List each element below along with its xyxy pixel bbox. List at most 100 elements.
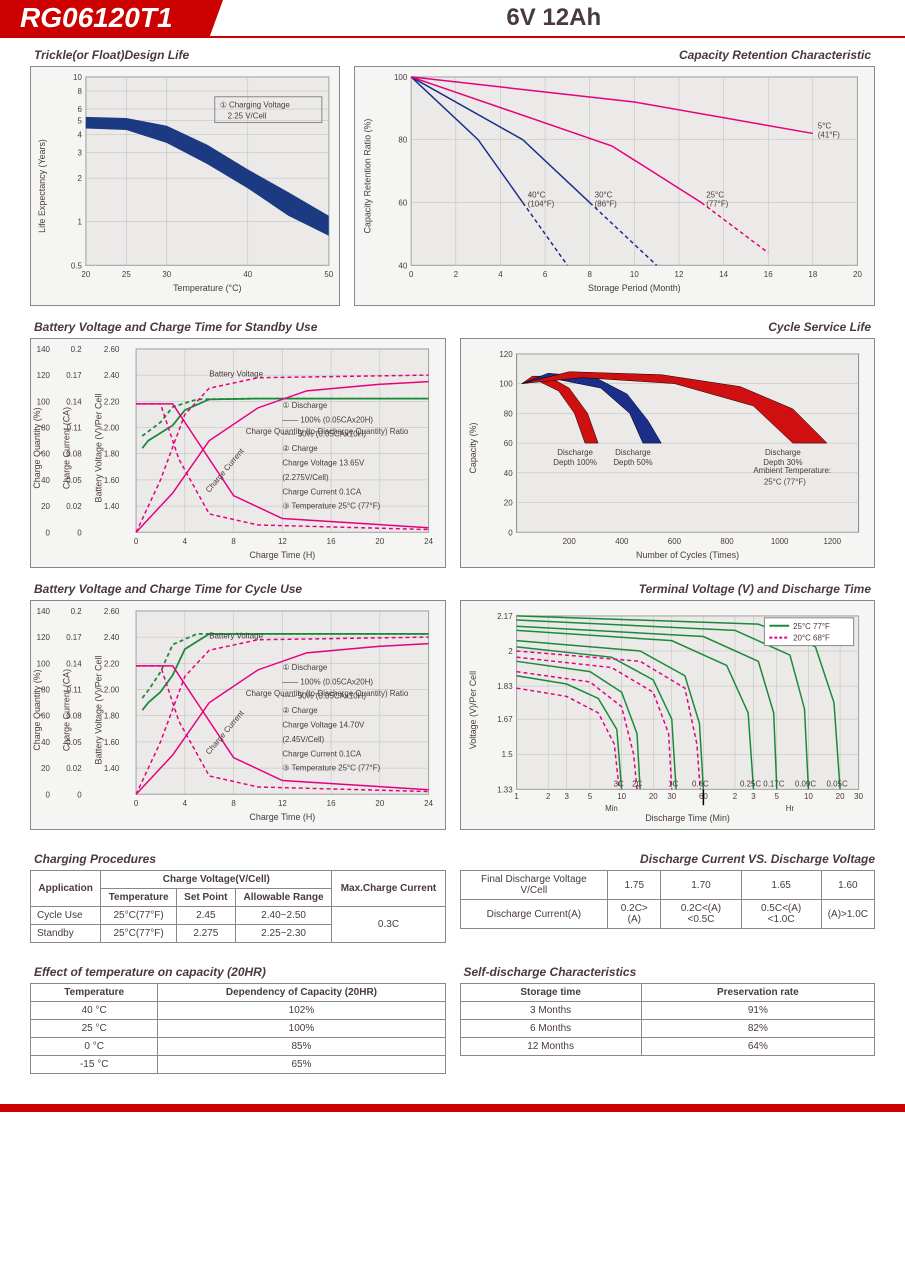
- th-ar: Allowable Range: [235, 889, 332, 907]
- svg-text:1.5: 1.5: [501, 750, 513, 759]
- svg-text:100: 100: [37, 659, 51, 668]
- svg-text:30: 30: [667, 792, 676, 801]
- svg-text:② Charge: ② Charge: [282, 444, 318, 453]
- svg-text:10: 10: [617, 792, 626, 801]
- svg-text:Capacity (%): Capacity (%): [467, 423, 477, 474]
- td: 12 Months: [460, 1038, 641, 1056]
- svg-text:20°C 68°F: 20°C 68°F: [793, 634, 830, 643]
- svg-text:20: 20: [375, 799, 384, 808]
- svg-text:—— 100% (0.05CAx20H): —— 100% (0.05CAx20H): [282, 677, 373, 686]
- svg-text:16: 16: [327, 537, 336, 546]
- td: 1.70: [661, 871, 741, 900]
- svg-text:16: 16: [764, 270, 773, 279]
- svg-text:140: 140: [37, 345, 51, 354]
- svg-text:Discharge: Discharge: [557, 448, 593, 457]
- table3: TemperatureDependency of Capacity (20HR)…: [30, 983, 446, 1074]
- svg-text:Charge Time (H): Charge Time (H): [249, 550, 315, 560]
- svg-text:Life Expectancy (Years): Life Expectancy (Years): [37, 139, 47, 233]
- svg-text:(2.275V/Cell): (2.275V/Cell): [282, 473, 329, 482]
- svg-text:30: 30: [162, 270, 171, 279]
- svg-text:20: 20: [375, 537, 384, 546]
- svg-text:4: 4: [183, 799, 188, 808]
- td: 25 °C: [31, 1020, 158, 1038]
- content: Trickle(or Float)Design Life 0.512345681…: [0, 48, 905, 1098]
- svg-text:Ambient Temperature:: Ambient Temperature:: [753, 466, 831, 475]
- td: 2.25~2.30: [235, 925, 332, 943]
- td-max: 0.3C: [332, 907, 445, 943]
- svg-text:24: 24: [424, 537, 433, 546]
- td: 1.75: [608, 871, 661, 900]
- svg-text:6: 6: [77, 105, 82, 114]
- th: Temperature: [31, 984, 158, 1002]
- td: Cycle Use: [31, 907, 101, 925]
- svg-text:3: 3: [751, 792, 756, 801]
- svg-text:400: 400: [615, 537, 629, 546]
- table2-title: Discharge Current VS. Discharge Voltage: [464, 852, 876, 866]
- td: -15 °C: [31, 1056, 158, 1074]
- svg-text:80: 80: [41, 685, 50, 694]
- svg-text:Depth 100%: Depth 100%: [553, 458, 597, 467]
- svg-text:25°C 77°F: 25°C 77°F: [793, 622, 830, 631]
- svg-text:18: 18: [808, 270, 817, 279]
- svg-text:Temperature (°C): Temperature (°C): [173, 283, 241, 293]
- svg-text:6: 6: [543, 270, 548, 279]
- svg-text:5°C: 5°C: [818, 121, 832, 130]
- td: 82%: [641, 1020, 874, 1038]
- svg-text:8: 8: [231, 537, 236, 546]
- svg-text:Depth 50%: Depth 50%: [613, 458, 652, 467]
- svg-text:Charge Current 0.1CA: Charge Current 0.1CA: [282, 749, 362, 758]
- svg-text:1.83: 1.83: [497, 682, 513, 691]
- svg-text:100: 100: [394, 73, 408, 82]
- th: Storage time: [460, 984, 641, 1002]
- svg-text:10: 10: [804, 792, 813, 801]
- chart2: 4060801000246810121416182040°C(104°F)30°…: [354, 66, 875, 306]
- th-cv: Charge Voltage(V/Cell): [101, 871, 332, 889]
- td: 0.2C<(A)<0.5C: [661, 900, 741, 929]
- svg-text:120: 120: [37, 371, 51, 380]
- svg-text:100: 100: [37, 397, 51, 406]
- svg-text:(86°F): (86°F): [595, 199, 617, 208]
- svg-text:20: 20: [853, 270, 862, 279]
- svg-text:200: 200: [562, 537, 576, 546]
- svg-text:80: 80: [503, 409, 512, 418]
- table1: Application Charge Voltage(V/Cell) Max.C…: [30, 870, 446, 943]
- svg-text:(77°F): (77°F): [706, 199, 728, 208]
- table3-title: Effect of temperature on capacity (20HR): [34, 965, 446, 979]
- svg-text:12: 12: [675, 270, 684, 279]
- svg-text:20: 20: [41, 764, 50, 773]
- svg-text:3: 3: [77, 149, 82, 158]
- td: 2.40~2.50: [235, 907, 332, 925]
- chart2-title: Capacity Retention Characteristic: [354, 48, 875, 62]
- svg-text:0.02: 0.02: [66, 764, 81, 773]
- svg-text:12: 12: [278, 537, 287, 546]
- svg-text:8: 8: [231, 799, 236, 808]
- svg-text:Capacity Retention Ratio (%): Capacity Retention Ratio (%): [363, 119, 373, 234]
- svg-text:0.02: 0.02: [66, 502, 81, 511]
- svg-text:40°C: 40°C: [528, 191, 546, 200]
- svg-text:0: 0: [77, 790, 82, 799]
- svg-text:0.2: 0.2: [71, 607, 82, 616]
- td: 2.45: [177, 907, 236, 925]
- svg-text:Charge Current (CA): Charge Current (CA): [62, 407, 72, 489]
- svg-text:0: 0: [45, 790, 50, 799]
- td: Discharge Current(A): [460, 900, 608, 929]
- svg-text:0.17: 0.17: [66, 371, 81, 380]
- spec-text: 6V 12Ah: [203, 0, 905, 36]
- svg-text:1.80: 1.80: [104, 450, 120, 459]
- th-temp: Temperature: [101, 889, 177, 907]
- svg-text:4: 4: [183, 537, 188, 546]
- svg-text:Charge Current 0.1CA: Charge Current 0.1CA: [282, 487, 362, 496]
- svg-text:1.60: 1.60: [104, 476, 120, 485]
- svg-text:2.00: 2.00: [104, 423, 120, 432]
- svg-text:25°C (77°F): 25°C (77°F): [763, 478, 805, 487]
- footer-bar: [0, 1104, 905, 1112]
- th-sp: Set Point: [177, 889, 236, 907]
- chart1: 0.51234568102025304050Life Expectancy (Y…: [30, 66, 340, 306]
- svg-text:0.05C: 0.05C: [826, 779, 847, 788]
- svg-text:25: 25: [122, 270, 131, 279]
- svg-text:0: 0: [77, 528, 82, 537]
- svg-text:2C: 2C: [632, 779, 642, 788]
- svg-text:----- 50% (0.05CAx10H): ----- 50% (0.05CAx10H): [282, 430, 366, 439]
- svg-text:0.14: 0.14: [66, 397, 82, 406]
- svg-text:(2.45V/Cell): (2.45V/Cell): [282, 735, 324, 744]
